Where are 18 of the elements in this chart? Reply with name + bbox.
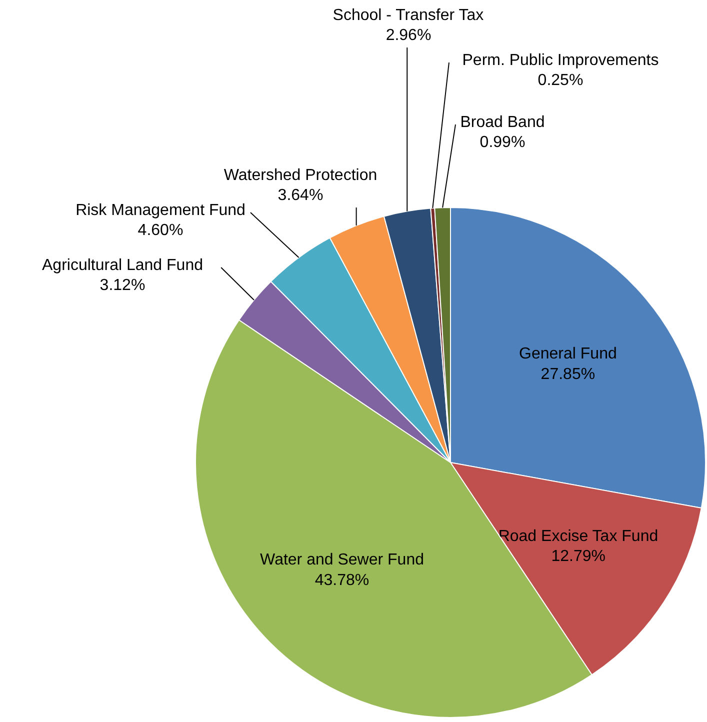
data-label: 3.64% [278, 187, 324, 204]
data-label: 3.12% [100, 277, 146, 294]
data-label: 12.79% [551, 548, 606, 566]
slice-label: Risk Management Fund [76, 202, 246, 219]
slice-label: Water and Sewer Fund [260, 552, 424, 569]
data-label: 0.99% [480, 134, 526, 152]
data-label: 43.78% [314, 572, 370, 590]
slice-label: Agricultural Land Fund [42, 256, 203, 274]
slice-label: Broad Band [460, 114, 545, 131]
slice-label: School - Transfer Tax [332, 6, 484, 24]
slice-label: Road Excise Tax Fund [498, 528, 658, 545]
data-label: 27.85% [540, 366, 596, 384]
data-label: 2.96% [386, 27, 432, 44]
slice-label: Watershed Protection [224, 166, 378, 184]
slice-label: Perm. Public Improvements [462, 52, 659, 69]
data-label: 4.60% [138, 222, 184, 240]
slice-label: General Fund [519, 346, 617, 363]
data-label: 0.25% [538, 72, 584, 90]
